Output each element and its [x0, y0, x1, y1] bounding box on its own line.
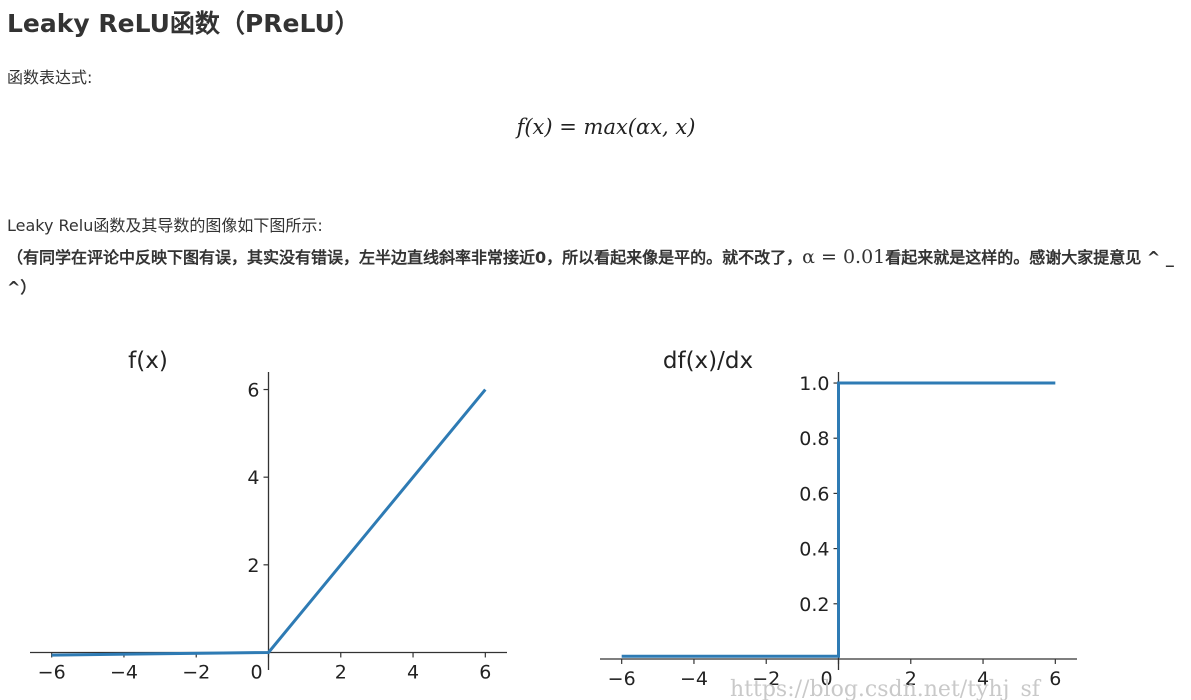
series-line — [621, 381, 1056, 658]
chart-title: f(x) — [128, 348, 168, 374]
x-tick-label: 2 — [335, 661, 347, 683]
chart-title: df(x)/dx — [663, 348, 753, 374]
y-tick-label: 1.0 — [799, 373, 829, 395]
section-heading: Leaky ReLU函数（PReLU） — [7, 9, 360, 38]
y-tick-label: 0.2 — [799, 594, 829, 616]
watermark-text: https://blog.csdn.net/tyhj_sf — [730, 677, 1042, 700]
y-tick-label: 0.6 — [799, 483, 829, 505]
y-tick-label: 4 — [247, 467, 259, 489]
x-tick-label: 0 — [820, 668, 832, 690]
note-after: 看起来就是这样的。感谢大家提意见 ^ _ ^） — [7, 248, 1174, 297]
x-tick-label: 0 — [250, 661, 262, 683]
x-tick-label: 4 — [977, 668, 989, 690]
y-tick-label: 6 — [247, 380, 259, 402]
y-tick-label: 2 — [247, 555, 259, 577]
intro-text: 函数表达式: — [7, 68, 93, 87]
note-text: （有同学在评论中反映下图有误，其实没有错误，左半边直线斜率非常接近0，所以看起来… — [7, 242, 1189, 303]
x-tick-label: −4 — [110, 661, 138, 683]
caption-text: Leaky Relu函数及其导数的图像如下图所示: — [7, 216, 323, 235]
x-tick-label: −6 — [38, 661, 66, 683]
y-tick-label: 0.8 — [799, 428, 829, 450]
leaky-relu-derivative-chart: df(x)/dx −6 −4 −2 0 2 4 6 0.2 0.4 0.6 0.8 1.0 https:/… — [600, 348, 1077, 700]
x-tick-label: −2 — [182, 661, 210, 683]
leaky-relu-chart: f(x) −6 −4 −2 0 2 4 6 2 4 6 — [30, 348, 507, 683]
y-tick-label: 0.4 — [799, 539, 829, 561]
formula: f(x) = max(αx, x) — [516, 115, 696, 139]
x-tick-label: −6 — [608, 668, 636, 690]
x-tick-label: −2 — [752, 668, 780, 690]
series-line — [51, 388, 487, 657]
x-tick-label: 6 — [479, 661, 491, 683]
alpha-value: α = 0.01 — [802, 246, 886, 268]
x-tick-label: 6 — [1049, 668, 1061, 690]
x-tick-label: 2 — [905, 668, 917, 690]
note-before: （有同学在评论中反映下图有误，其实没有错误，左半边直线斜率非常接近0，所以看起来… — [7, 248, 803, 267]
x-tick-label: −4 — [680, 668, 708, 690]
x-tick-label: 4 — [407, 661, 419, 683]
